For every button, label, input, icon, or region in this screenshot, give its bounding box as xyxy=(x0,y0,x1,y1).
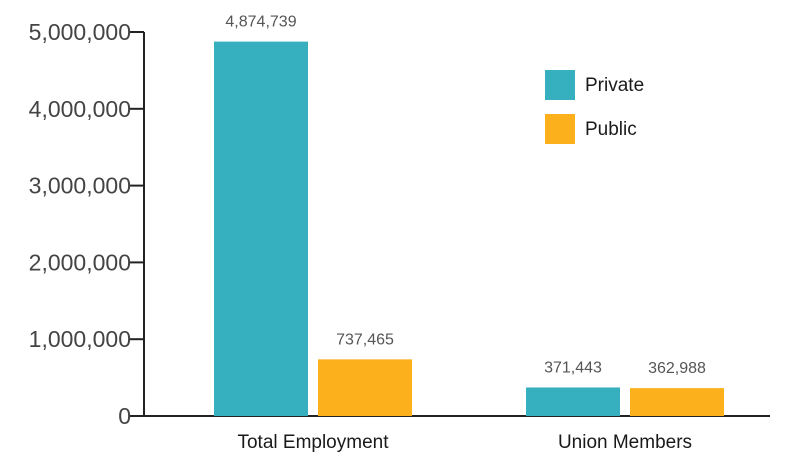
x-category-label: Total Employment xyxy=(237,432,389,453)
bar-private-1 xyxy=(526,387,620,416)
axes: 0 1,000,000 2,000,000 3,000,000 4,000,000 5,0… xyxy=(29,19,770,429)
data-label-private-0: 4,874,739 xyxy=(225,14,296,31)
y-tick-label: 1,000,000 xyxy=(29,326,131,352)
bars xyxy=(214,41,724,416)
y-tick-label: 0 xyxy=(118,403,131,429)
legend-swatch-private xyxy=(545,70,575,100)
data-label-public-0: 737,465 xyxy=(336,331,394,348)
legend: Private Public xyxy=(545,70,644,144)
y-tick-label: 3,000,000 xyxy=(29,173,131,199)
x-category-label: Union Members xyxy=(558,432,692,453)
y-tick-label: 4,000,000 xyxy=(29,96,131,122)
data-labels: 4,874,739 737,465 Total Employment 371,443 3… xyxy=(225,14,706,453)
bar-private-0 xyxy=(214,41,308,416)
data-label-private-1: 371,443 xyxy=(544,359,602,376)
legend-label-public: Public xyxy=(585,119,637,140)
legend-swatch-public xyxy=(545,114,575,144)
y-tick-label: 5,000,000 xyxy=(29,19,131,45)
bar-public-0 xyxy=(318,359,412,416)
bar-public-1 xyxy=(630,388,724,416)
data-label-public-1: 362,988 xyxy=(648,360,706,377)
y-tick-label: 2,000,000 xyxy=(29,249,131,275)
legend-label-private: Private xyxy=(585,75,644,96)
